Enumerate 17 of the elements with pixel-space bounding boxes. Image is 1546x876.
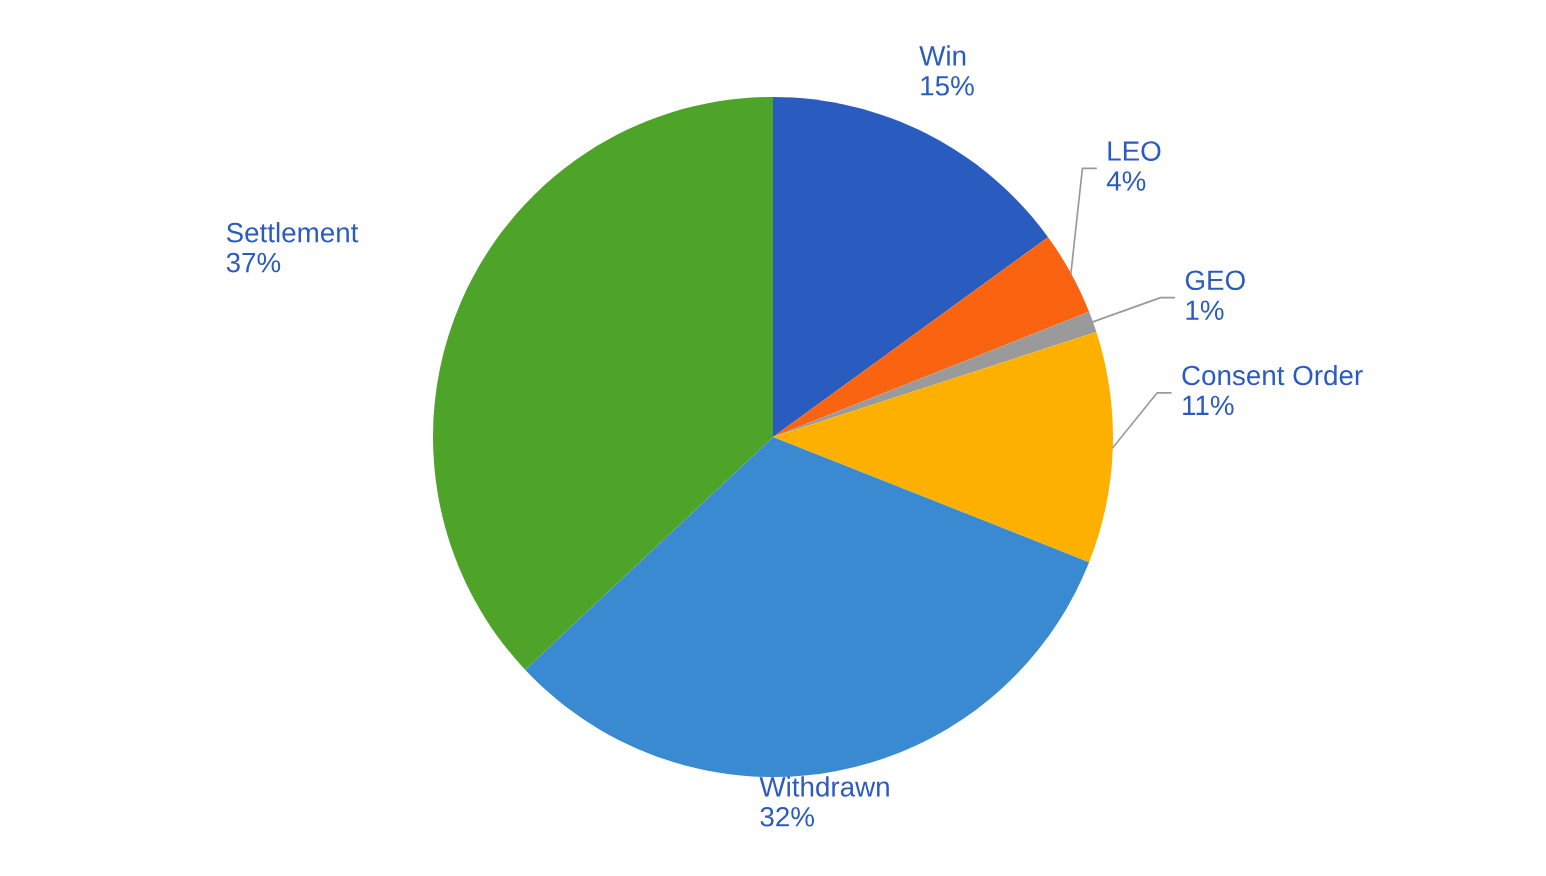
slice-label: Consent Order: [1182, 364, 1363, 386]
data-label: 32%: [760, 806, 815, 827]
slice-label: LEO: [1108, 141, 1161, 161]
pie-slice: [773, 331, 1113, 563]
slice-label: Win: [919, 45, 966, 66]
data-label: 4%: [1106, 171, 1146, 191]
pie-slice: [433, 97, 773, 670]
pie-slice: [525, 437, 1090, 777]
slice-label: GEO: [1185, 270, 1245, 291]
pie-slice: [773, 97, 1049, 437]
data-label: 37%: [226, 252, 281, 273]
data-label: 1%: [1186, 300, 1224, 320]
data-label: 11%: [1183, 395, 1234, 416]
slice-label: Settlement: [226, 222, 359, 243]
pie-slice: [773, 237, 1090, 437]
data-label: 15%: [921, 76, 974, 96]
slice-label: Withdrawn: [759, 776, 889, 797]
